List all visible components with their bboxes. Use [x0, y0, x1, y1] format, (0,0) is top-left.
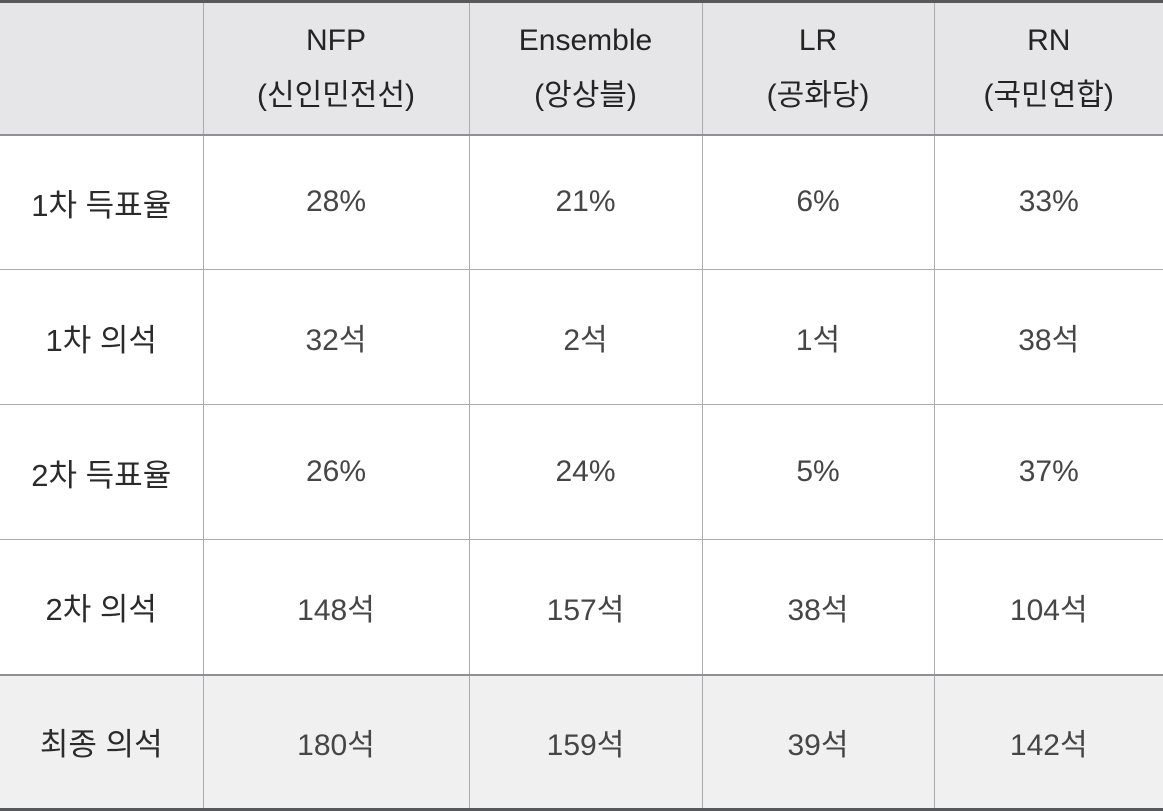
- table-header: NFP (신인민전선) Ensemble (앙상블) LR (공화당) RN (…: [0, 2, 1163, 135]
- row-label: 최종 의석: [0, 675, 203, 810]
- value-cell: 104석: [934, 540, 1163, 675]
- row-round1-seats: 1차 의석 32석 2석 1석 38석: [0, 270, 1163, 405]
- value-cell: 39석: [702, 675, 934, 810]
- value-cell: 28%: [203, 135, 469, 270]
- party-abbr: RN: [935, 24, 1163, 58]
- row-label: 2차 득표율: [0, 405, 203, 540]
- value-cell: 33%: [934, 135, 1163, 270]
- value-cell: 159석: [469, 675, 702, 810]
- value-cell: 37%: [934, 405, 1163, 540]
- party-fullname: (앙상블): [470, 79, 702, 113]
- col-header-ensemble: Ensemble (앙상블): [469, 2, 702, 135]
- value-cell: 5%: [702, 405, 934, 540]
- value-cell: 157석: [469, 540, 702, 675]
- row-final-seats: 최종 의석 180석 159석 39석 142석: [0, 675, 1163, 810]
- value-cell: 6%: [702, 135, 934, 270]
- row-round1-vote-share: 1차 득표율 28% 21% 6% 33%: [0, 135, 1163, 270]
- col-header-nfp: NFP (신인민전선): [203, 2, 469, 135]
- row-round2-vote-share: 2차 득표율 26% 24% 5% 37%: [0, 405, 1163, 540]
- party-abbr: Ensemble: [470, 24, 702, 58]
- party-fullname: (신인민전선): [204, 79, 469, 113]
- value-cell: 180석: [203, 675, 469, 810]
- party-abbr: LR: [703, 24, 934, 58]
- value-cell: 32석: [203, 270, 469, 405]
- value-cell: 24%: [469, 405, 702, 540]
- value-cell: 1석: [702, 270, 934, 405]
- value-cell: 142석: [934, 675, 1163, 810]
- row-label: 1차 득표율: [0, 135, 203, 270]
- col-header-rn: RN (국민연합): [934, 2, 1163, 135]
- value-cell: 38석: [702, 540, 934, 675]
- value-cell: 26%: [203, 405, 469, 540]
- row-round2-seats: 2차 의석 148석 157석 38석 104석: [0, 540, 1163, 675]
- header-row: NFP (신인민전선) Ensemble (앙상블) LR (공화당) RN (…: [0, 2, 1163, 135]
- row-label: 2차 의석: [0, 540, 203, 675]
- row-label: 1차 의석: [0, 270, 203, 405]
- value-cell: 21%: [469, 135, 702, 270]
- value-cell: 38석: [934, 270, 1163, 405]
- corner-cell: [0, 2, 203, 135]
- col-header-lr: LR (공화당): [702, 2, 934, 135]
- party-fullname: (공화당): [703, 79, 934, 113]
- value-cell: 148석: [203, 540, 469, 675]
- table-body: 1차 득표율 28% 21% 6% 33% 1차 의석 32석 2석 1석 38…: [0, 135, 1163, 810]
- party-abbr: NFP: [204, 24, 469, 58]
- party-fullname: (국민연합): [935, 79, 1163, 113]
- value-cell: 2석: [469, 270, 702, 405]
